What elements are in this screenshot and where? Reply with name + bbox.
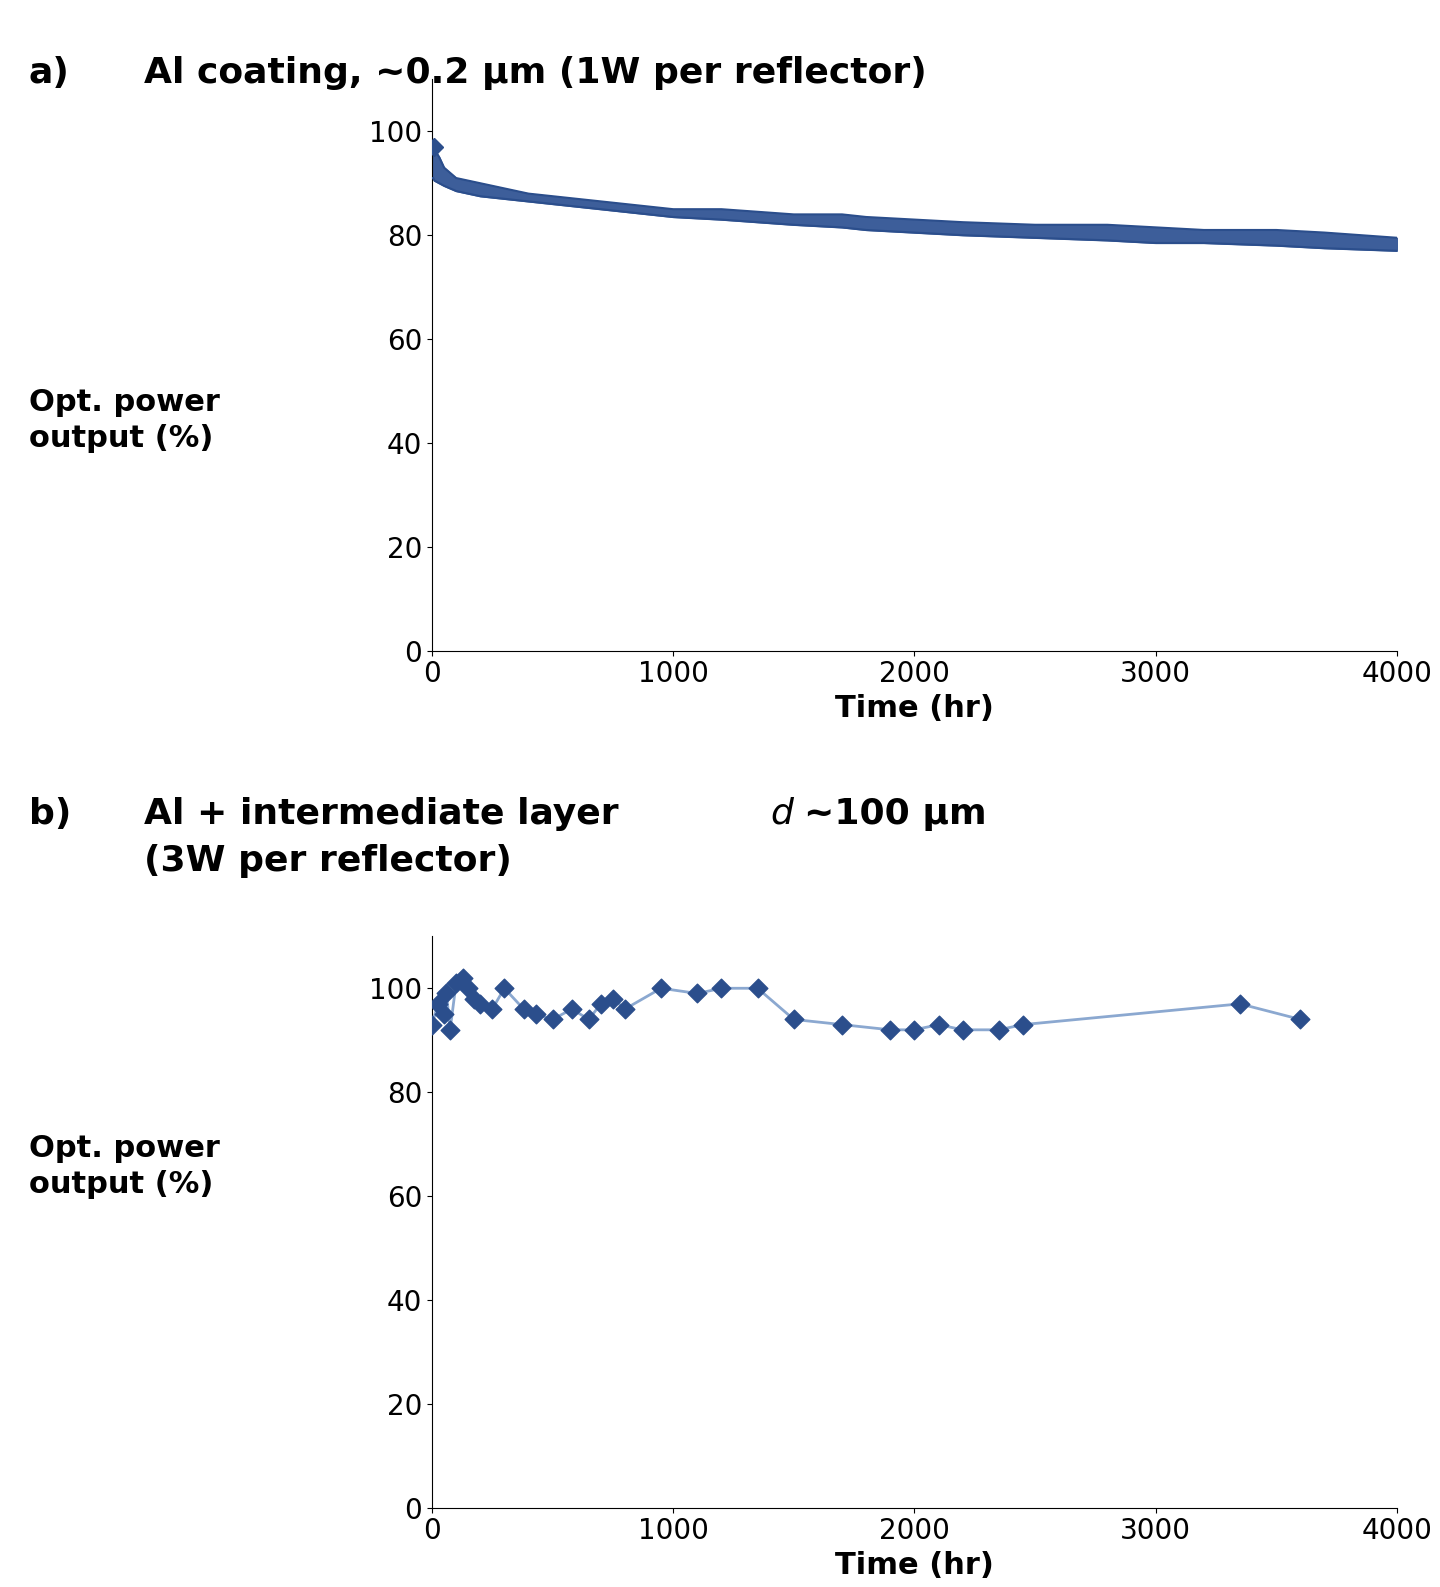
Point	[950, 1017, 973, 1043]
Point	[782, 1006, 805, 1032]
Point	[746, 976, 769, 1001]
Text: Opt. power
output (%): Opt. power output (%)	[29, 1135, 220, 1198]
Point	[988, 1017, 1011, 1043]
Point	[602, 986, 625, 1011]
Point	[927, 1013, 950, 1038]
Point	[589, 992, 612, 1017]
Point	[903, 1017, 926, 1043]
Point	[560, 997, 583, 1022]
X-axis label: Time (hr): Time (hr)	[835, 694, 994, 724]
Point	[452, 965, 475, 990]
Point	[649, 976, 672, 1001]
X-axis label: Time (hr): Time (hr)	[835, 1550, 994, 1581]
Point	[420, 1013, 444, 1038]
Point	[445, 970, 468, 995]
Point	[613, 997, 636, 1022]
Point	[1011, 1013, 1034, 1038]
Point	[1289, 1006, 1312, 1032]
Text: $\mathit{d}$: $\mathit{d}$	[770, 797, 795, 830]
Point	[426, 992, 449, 1017]
Point	[513, 997, 536, 1022]
Text: b): b)	[29, 797, 71, 830]
Text: (3W per reflector): (3W per reflector)	[144, 844, 511, 878]
Point	[492, 976, 516, 1001]
Point	[685, 981, 708, 1006]
Text: Al coating, ~0.2 μm (1W per reflector): Al coating, ~0.2 μm (1W per reflector)	[144, 56, 927, 89]
Point	[710, 976, 733, 1001]
Point	[469, 992, 492, 1017]
Point	[878, 1017, 901, 1043]
Point	[456, 976, 480, 1001]
Point	[432, 1001, 455, 1027]
Point	[481, 997, 504, 1022]
Point	[1228, 992, 1251, 1017]
Point	[577, 1006, 600, 1032]
Point	[462, 986, 485, 1011]
Point	[524, 1001, 547, 1027]
Point	[435, 981, 458, 1006]
Point	[439, 1017, 462, 1043]
Text: a): a)	[29, 56, 69, 89]
Point	[831, 1013, 854, 1038]
Text: Opt. power
output (%): Opt. power output (%)	[29, 389, 220, 452]
Text: Al + intermediate layer: Al + intermediate layer	[144, 797, 631, 830]
Text: ~100 μm: ~100 μm	[804, 797, 986, 830]
Point	[541, 1006, 564, 1032]
